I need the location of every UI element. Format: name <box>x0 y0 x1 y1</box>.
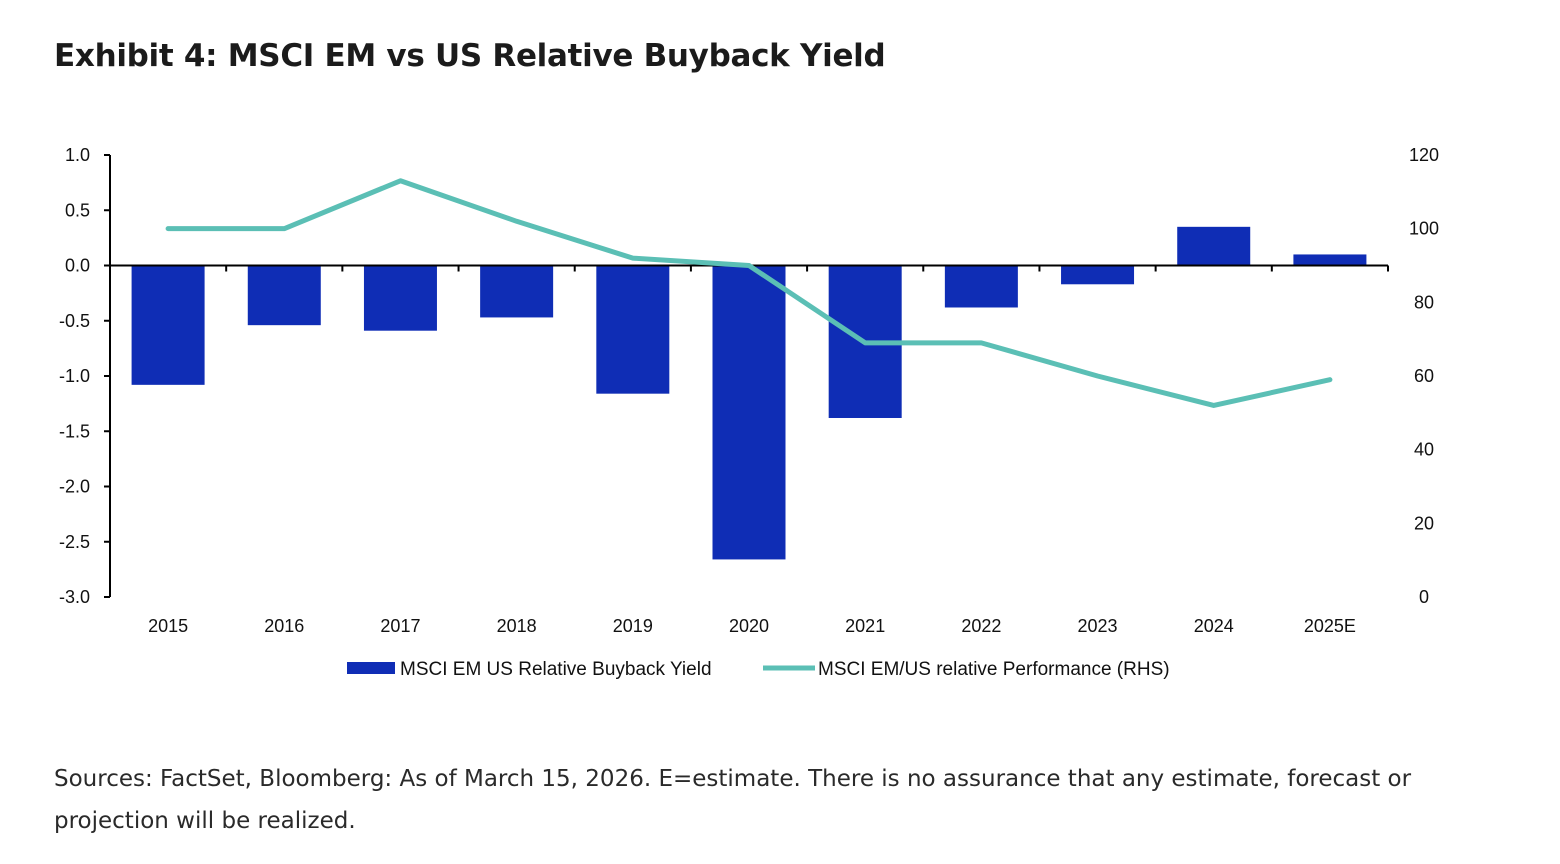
x-axis-tick-label: 2025E <box>1304 616 1356 636</box>
left-axis-tick-label: -0.5 <box>59 311 90 331</box>
legend-bar-swatch <box>347 662 395 674</box>
x-axis-tick-label: 2015 <box>148 616 188 636</box>
x-axis-tick-label: 2022 <box>961 616 1001 636</box>
bar-2017 <box>363 265 437 331</box>
left-axis-tick-label: -1.0 <box>59 366 90 386</box>
bar-2015 <box>131 265 205 385</box>
performance-line <box>165 178 1333 408</box>
x-axis-tick-label: 2017 <box>380 616 420 636</box>
x-axis-tick-label: 2020 <box>729 616 769 636</box>
x-axis-tick-label: 2019 <box>613 616 653 636</box>
chart-title: Exhibit 4: MSCI EM vs US Relative Buybac… <box>54 38 886 74</box>
bar-2018 <box>480 265 554 318</box>
right-axis-tick-label: 40 <box>1414 440 1434 460</box>
bar-2020 <box>712 265 786 560</box>
left-axis-tick-label: 1.0 <box>65 145 90 165</box>
chart: 1.0 0.5 0.0 -0.5 -1.0 -1.5 -2.0 -2.5 -3.0 120 100 8… <box>59 145 1439 680</box>
bar-2022 <box>944 265 1018 308</box>
x-axis-tick-label: 2016 <box>264 616 304 636</box>
source-footnote: Sources: FactSet, Bloomberg: As of March… <box>54 766 1412 834</box>
right-axis-tick-label: 0 <box>1419 587 1429 607</box>
right-axis-tick-label: 20 <box>1414 513 1434 533</box>
bar-2019 <box>596 265 670 394</box>
bar-2016 <box>247 265 321 326</box>
right-axis-tick-label: 120 <box>1409 145 1439 165</box>
left-axis-tick-label: -2.0 <box>59 477 90 497</box>
right-axis-tick-label: 60 <box>1414 366 1434 386</box>
legend-line-label: MSCI EM/US relative Performance (RHS) <box>818 659 1170 680</box>
x-axis-tick-label: 2023 <box>1078 616 1118 636</box>
left-axis-tick-label: -3.0 <box>59 587 90 607</box>
left-axis-tick-label: 0.5 <box>65 200 90 220</box>
right-axis-tick-label: 80 <box>1414 292 1434 312</box>
bar-2023 <box>1061 265 1135 285</box>
x-axis-tick-label: 2018 <box>497 616 537 636</box>
bar-2025E <box>1293 254 1367 266</box>
right-axis-tick-label: 100 <box>1409 219 1439 239</box>
left-axis-tick-label: 0.0 <box>65 256 90 276</box>
legend-bar-label: MSCI EM US Relative Buyback Yield <box>400 659 712 680</box>
left-axis-tick-label: -2.5 <box>59 532 90 552</box>
bar-2024 <box>1177 226 1251 266</box>
x-axis-tick-label: 2024 <box>1194 616 1234 636</box>
x-axis-tick-label: 2021 <box>845 616 885 636</box>
left-axis-tick-label: -1.5 <box>59 421 90 441</box>
